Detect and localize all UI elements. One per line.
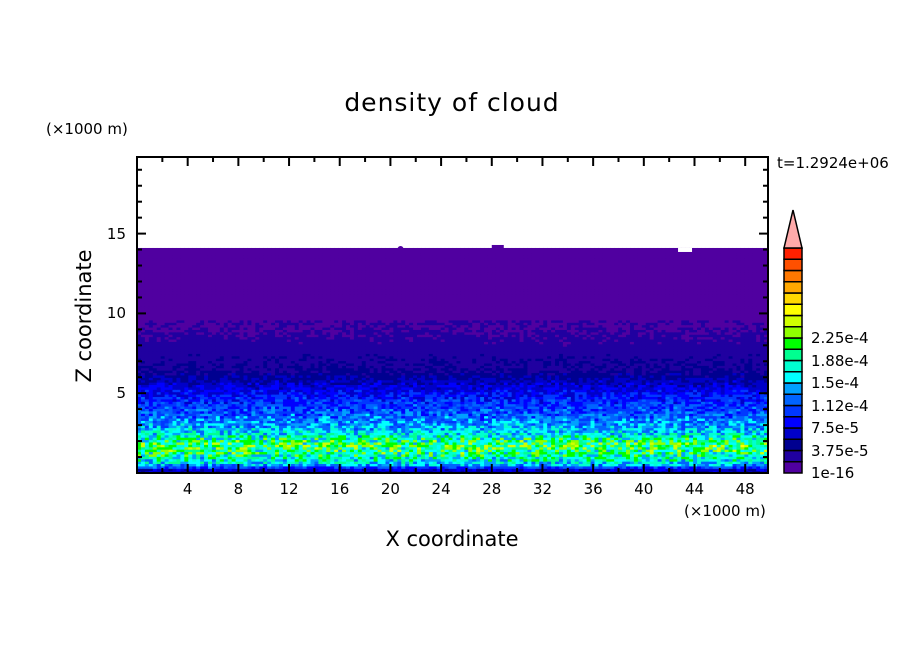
chart: density of cloud (×1000 m) (×1000 m) t=1… — [0, 0, 904, 654]
plot-area — [0, 0, 904, 654]
